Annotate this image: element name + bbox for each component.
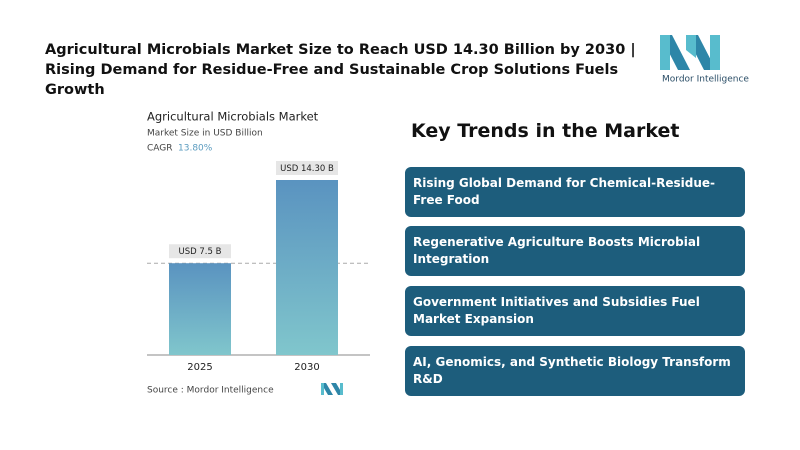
cagr-value: 13.80% bbox=[178, 144, 213, 154]
page-title: Agricultural Microbials Market Size to R… bbox=[45, 42, 636, 98]
value-label: USD 14.30 B bbox=[280, 164, 334, 174]
value-label-box bbox=[276, 161, 338, 175]
value-label: USD 7.5 B bbox=[179, 247, 222, 257]
bar bbox=[169, 263, 231, 355]
source-logo bbox=[321, 383, 343, 395]
logo bbox=[660, 35, 720, 70]
cagr-label: CAGR bbox=[147, 144, 173, 154]
chart-subtitle: Market Size in USD Billion bbox=[147, 129, 263, 139]
value-label-box bbox=[169, 244, 231, 259]
x-tick-label: 2025 bbox=[187, 362, 212, 373]
trend-item: AI, Genomics, and Synthetic Biology Tran… bbox=[405, 346, 745, 396]
bar bbox=[276, 180, 338, 355]
logo-text: Mordor Intelligence bbox=[662, 75, 749, 85]
trends-title: Key Trends in the Market bbox=[411, 120, 680, 142]
source: Source : Mordor Intelligence bbox=[147, 386, 274, 396]
trend-item: Rising Global Demand for Chemical-Residu… bbox=[405, 167, 745, 217]
trend-item: Government Initiatives and Subsidies Fue… bbox=[405, 286, 745, 336]
x-tick-label: 2030 bbox=[294, 362, 319, 373]
chart-title: Agricultural Microbials Market bbox=[147, 110, 319, 124]
trend-item: Regenerative Agriculture Boosts Microbia… bbox=[405, 226, 745, 276]
